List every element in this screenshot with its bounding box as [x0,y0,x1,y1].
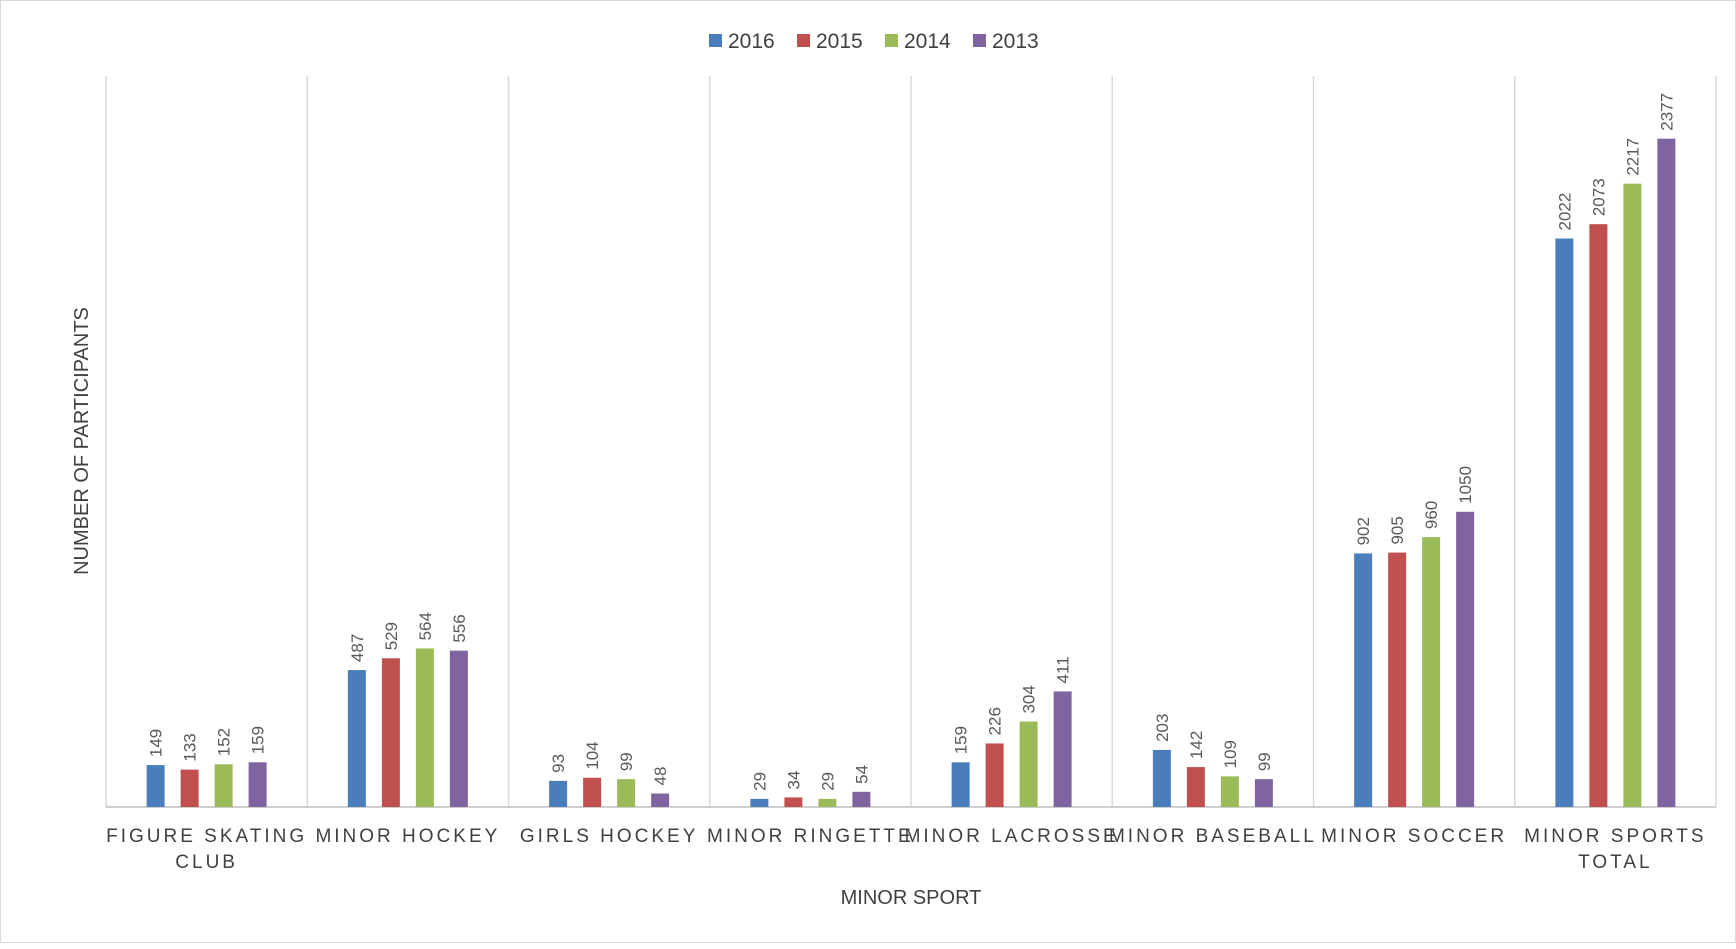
category-label: MINOR SOCCER [1321,826,1507,847]
category-label: MINOR SPORTS [1524,826,1706,847]
data-label: 1050 [1456,466,1475,504]
data-label: 133 [181,733,200,761]
bar-2015-5 [1186,767,1205,807]
category-label: MINOR HOCKEY [315,826,500,847]
data-label: 2217 [1623,138,1642,176]
y-axis-title: NUMBER OF PARTICIPANTS [71,307,93,575]
category-label: FIGURE SKATING [106,826,307,847]
data-label: 226 [986,707,1005,735]
bar-2013-3 [852,791,871,807]
data-label: 99 [1255,752,1274,771]
data-label: 556 [450,614,469,642]
data-label: 564 [416,612,435,640]
bar-2014-0 [214,764,233,807]
bar-2013-6 [1456,511,1475,807]
data-label: 960 [1422,501,1441,529]
bar-2016-0 [146,765,165,807]
category-label: MINOR LACROSSE [905,826,1119,847]
x-axis-title: MINOR SPORT [841,887,982,909]
bar-2014-7 [1623,183,1642,807]
data-label: 902 [1354,517,1373,545]
bar-2013-7 [1657,138,1676,807]
data-label: 2073 [1589,178,1608,216]
bar-2014-1 [415,648,434,807]
category-labels: FIGURE SKATING CLUB MINOR HOCKEY GIRLS HOCK… [106,826,1706,873]
legend-item-2015: 2015 [797,30,863,53]
data-label: 203 [1153,714,1172,742]
bar-2015-2 [583,777,602,807]
data-label: 152 [215,728,234,756]
legend-label: 2013 [992,30,1039,53]
data-label: 104 [583,741,602,769]
bar-2013-0 [248,762,267,807]
data-label: 109 [1221,740,1240,768]
bar-2014-6 [1422,537,1441,807]
data-label: 159 [952,726,971,754]
data-label: 29 [750,772,769,791]
legend-item-2013: 2013 [973,30,1039,53]
legend-swatch [797,34,810,47]
legend-label: 2014 [904,30,951,53]
bar-2014-3 [818,798,837,807]
data-label: 159 [249,726,268,754]
data-label: 99 [617,752,636,771]
bar-2014-2 [617,779,636,807]
legend-label: 2016 [728,30,775,53]
category-label: GIRLS HOCKEY [520,826,699,847]
data-label: 411 [1054,656,1073,683]
category-label: TOTAL [1578,852,1652,873]
data-label: 34 [784,771,803,790]
bar-2014-5 [1220,776,1239,807]
data-label: 487 [348,634,367,662]
category-label: MINOR BASEBALL [1109,826,1317,847]
bar-2015-1 [381,658,400,807]
legend-item-2014: 2014 [885,30,951,53]
bar-2016-3 [750,798,769,807]
data-label: 142 [1187,731,1206,759]
bar-2016-7 [1555,238,1574,807]
bar-2015-3 [784,797,803,807]
bars [146,138,1676,807]
bar-2015-0 [180,769,199,807]
bar-2016-5 [1152,749,1171,807]
data-label: 93 [549,754,568,773]
data-label: 905 [1388,516,1407,544]
bar-2015-7 [1589,224,1608,807]
bar-2014-4 [1019,721,1038,807]
data-label: 48 [651,767,670,786]
bar-2016-4 [951,762,970,807]
category-label: MINOR RINGETTE [707,826,914,847]
bar-2013-5 [1254,779,1273,807]
legend-swatch [709,34,722,47]
category-label: CLUB [175,852,238,873]
data-label: 29 [818,772,837,791]
gridlines [105,76,1717,808]
bar-2013-2 [651,793,670,807]
data-label: 2022 [1555,193,1574,231]
bar-2016-2 [549,780,568,807]
data-label: 2377 [1657,93,1676,131]
bar-2016-1 [347,670,366,807]
data-label: 149 [147,729,166,757]
data-label: 304 [1020,685,1039,713]
legend-item-2016: 2016 [709,30,775,53]
legend: 2016 2015 2014 2013 [709,30,1039,53]
bar-2013-4 [1053,691,1072,807]
data-label: 54 [852,765,871,784]
bar-2015-6 [1388,552,1407,807]
data-labels: 149 487 93 29 159 203 902 2022 133 529 104 34 226 142… [147,93,1677,791]
bar-2016-6 [1354,553,1373,807]
data-label: 529 [382,622,401,650]
bar-2015-4 [985,743,1004,807]
bar-2013-1 [449,650,468,807]
legend-swatch [885,34,898,47]
legend-swatch [973,34,986,47]
legend-label: 2015 [816,30,863,53]
